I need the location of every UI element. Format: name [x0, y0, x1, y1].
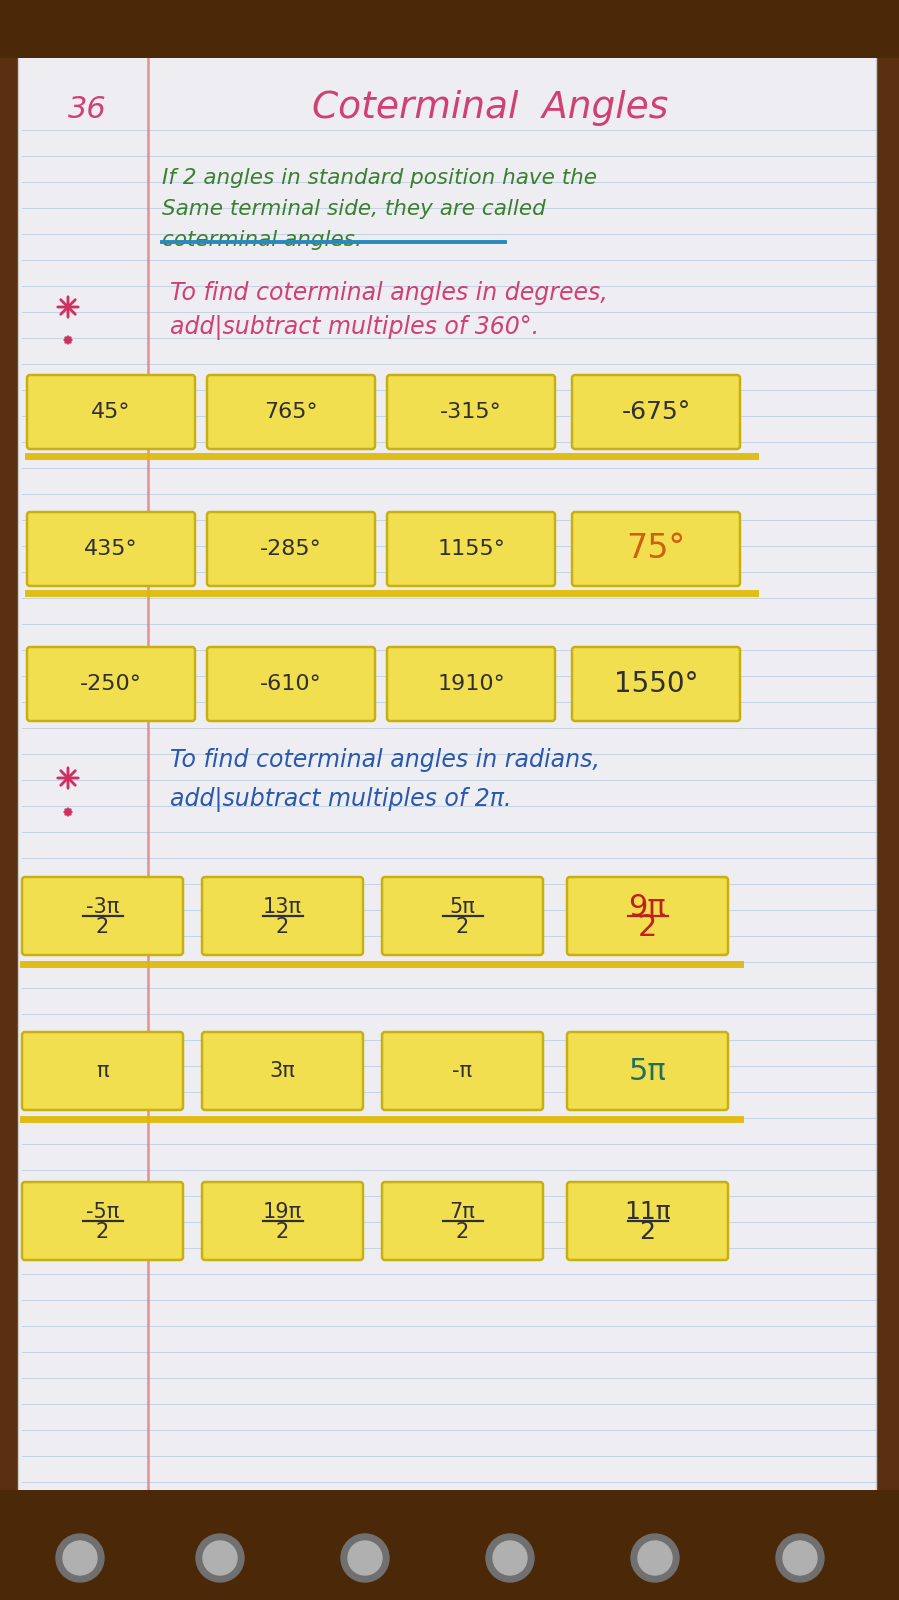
Text: 9π: 9π	[628, 893, 666, 922]
FancyBboxPatch shape	[207, 374, 375, 450]
Circle shape	[486, 1534, 534, 1582]
Circle shape	[493, 1541, 527, 1574]
Text: 2: 2	[456, 1222, 469, 1242]
Text: coterminal angles.: coterminal angles.	[162, 230, 362, 250]
Circle shape	[783, 1541, 817, 1574]
Text: 45°: 45°	[92, 402, 130, 422]
FancyBboxPatch shape	[572, 512, 740, 586]
FancyBboxPatch shape	[202, 1182, 363, 1261]
Circle shape	[638, 1541, 672, 1574]
FancyBboxPatch shape	[27, 512, 195, 586]
Text: 2: 2	[96, 917, 109, 938]
Text: 2: 2	[276, 917, 289, 938]
Text: 2: 2	[96, 1222, 109, 1242]
Circle shape	[348, 1541, 382, 1574]
Circle shape	[203, 1541, 237, 1574]
FancyBboxPatch shape	[202, 1032, 363, 1110]
Text: 1910°: 1910°	[437, 674, 505, 694]
Text: 5π: 5π	[450, 898, 476, 917]
FancyBboxPatch shape	[18, 54, 876, 1515]
FancyBboxPatch shape	[382, 1182, 543, 1261]
FancyBboxPatch shape	[22, 1032, 183, 1110]
Text: -610°: -610°	[260, 674, 322, 694]
FancyBboxPatch shape	[22, 1182, 183, 1261]
FancyBboxPatch shape	[207, 512, 375, 586]
Circle shape	[776, 1534, 824, 1582]
Circle shape	[631, 1534, 679, 1582]
Bar	[0, 1490, 899, 1600]
Text: -315°: -315°	[441, 402, 502, 422]
FancyBboxPatch shape	[567, 1032, 728, 1110]
FancyBboxPatch shape	[22, 877, 183, 955]
Text: 5π: 5π	[628, 1056, 666, 1085]
Text: -3π: -3π	[85, 898, 120, 917]
FancyBboxPatch shape	[382, 877, 543, 955]
FancyBboxPatch shape	[382, 1032, 543, 1110]
Text: 36: 36	[68, 94, 107, 125]
FancyBboxPatch shape	[567, 877, 728, 955]
Text: 2: 2	[639, 1219, 655, 1245]
FancyBboxPatch shape	[387, 646, 555, 722]
Text: 75°: 75°	[627, 533, 686, 565]
Circle shape	[196, 1534, 244, 1582]
Text: -π: -π	[452, 1061, 473, 1082]
Text: 435°: 435°	[85, 539, 138, 558]
FancyBboxPatch shape	[572, 374, 740, 450]
Text: Same terminal side, they are called: Same terminal side, they are called	[162, 198, 546, 219]
FancyBboxPatch shape	[27, 374, 195, 450]
Text: 2: 2	[637, 912, 657, 941]
FancyBboxPatch shape	[207, 646, 375, 722]
Text: add|subtract multiples of 360°.: add|subtract multiples of 360°.	[170, 315, 539, 339]
Circle shape	[63, 1541, 97, 1574]
Text: If 2 angles in standard position have the: If 2 angles in standard position have th…	[162, 168, 597, 187]
Text: 11π: 11π	[624, 1200, 671, 1224]
Text: 2: 2	[276, 1222, 289, 1242]
Text: 1155°: 1155°	[437, 539, 505, 558]
FancyBboxPatch shape	[387, 512, 555, 586]
Text: -250°: -250°	[80, 674, 142, 694]
Text: 13π: 13π	[263, 898, 302, 917]
Text: π: π	[96, 1061, 109, 1082]
FancyBboxPatch shape	[27, 646, 195, 722]
Text: 7π: 7π	[450, 1202, 476, 1222]
Bar	[0, 0, 899, 58]
Text: -5π: -5π	[85, 1202, 120, 1222]
Text: To find coterminal angles in degrees,: To find coterminal angles in degrees,	[170, 282, 608, 306]
FancyBboxPatch shape	[572, 646, 740, 722]
Text: 2: 2	[456, 917, 469, 938]
Text: 3π: 3π	[270, 1061, 296, 1082]
Text: To find coterminal angles in radians,: To find coterminal angles in radians,	[170, 749, 600, 773]
Text: 765°: 765°	[264, 402, 318, 422]
FancyBboxPatch shape	[202, 877, 363, 955]
Text: -675°: -675°	[621, 400, 690, 424]
Text: 1550°: 1550°	[614, 670, 699, 698]
Circle shape	[341, 1534, 389, 1582]
Text: Coterminal  Angles: Coterminal Angles	[312, 90, 668, 126]
FancyBboxPatch shape	[387, 374, 555, 450]
Circle shape	[56, 1534, 104, 1582]
Text: -285°: -285°	[260, 539, 322, 558]
Text: 19π: 19π	[263, 1202, 302, 1222]
FancyBboxPatch shape	[567, 1182, 728, 1261]
Text: add|subtract multiples of 2π.: add|subtract multiples of 2π.	[170, 787, 512, 813]
